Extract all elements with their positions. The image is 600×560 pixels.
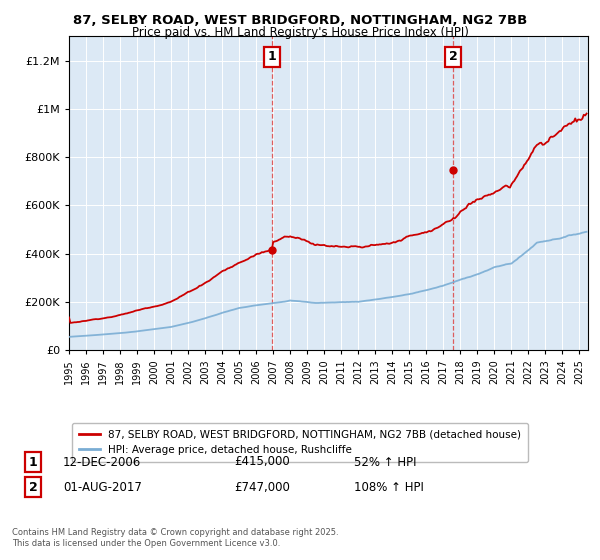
Text: 12-DEC-2006: 12-DEC-2006 [63,455,141,469]
Text: 2: 2 [449,50,458,63]
Text: Price paid vs. HM Land Registry's House Price Index (HPI): Price paid vs. HM Land Registry's House … [131,26,469,39]
Text: 2: 2 [29,480,37,494]
Text: 87, SELBY ROAD, WEST BRIDGFORD, NOTTINGHAM, NG2 7BB: 87, SELBY ROAD, WEST BRIDGFORD, NOTTINGH… [73,14,527,27]
Text: 1: 1 [29,455,37,469]
Text: 1: 1 [268,50,276,63]
Text: £415,000: £415,000 [234,455,290,469]
Text: 52% ↑ HPI: 52% ↑ HPI [354,455,416,469]
Text: 01-AUG-2017: 01-AUG-2017 [63,480,142,494]
Text: £747,000: £747,000 [234,480,290,494]
Text: Contains HM Land Registry data © Crown copyright and database right 2025.
This d: Contains HM Land Registry data © Crown c… [12,528,338,548]
Legend: 87, SELBY ROAD, WEST BRIDGFORD, NOTTINGHAM, NG2 7BB (detached house), HPI: Avera: 87, SELBY ROAD, WEST BRIDGFORD, NOTTINGH… [71,423,529,463]
Text: 108% ↑ HPI: 108% ↑ HPI [354,480,424,494]
